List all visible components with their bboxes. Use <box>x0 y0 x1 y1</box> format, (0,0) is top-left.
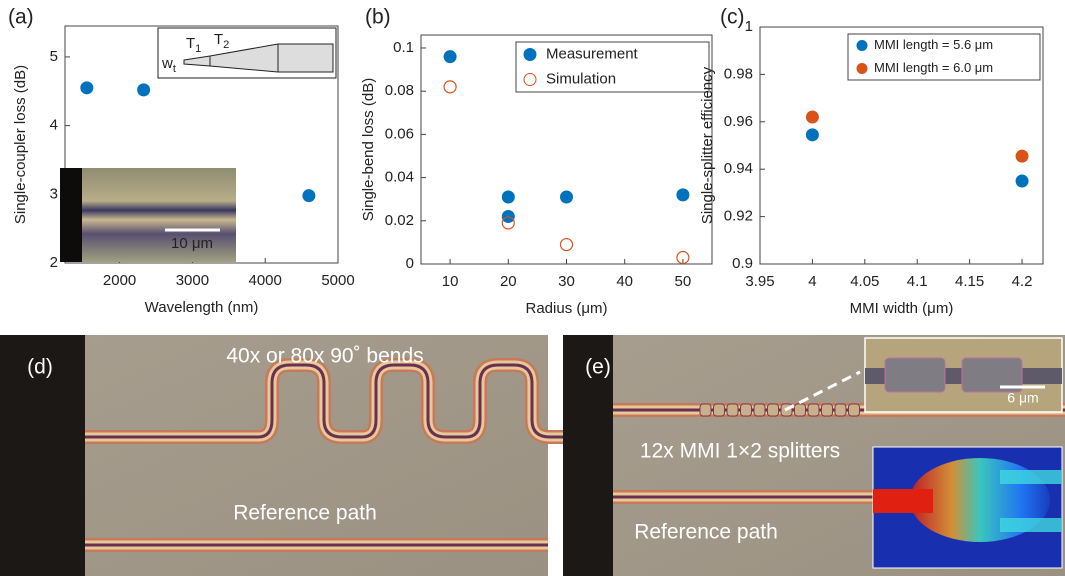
y-tick-label: 0.1 <box>393 39 414 56</box>
mmi-splitter <box>795 404 806 416</box>
x-axis-label: MMI width (μm) <box>850 300 954 317</box>
x-tick-label: 3.95 <box>745 273 774 290</box>
data-point <box>80 81 93 94</box>
legend-marker <box>857 64 867 74</box>
x-tick-label: 5000 <box>321 272 354 289</box>
data-point <box>502 191 515 204</box>
simulation-output <box>1000 518 1062 532</box>
mmi-splitter <box>835 404 846 416</box>
data-point <box>1016 175 1029 188</box>
x-tick-label: 10 <box>442 273 459 290</box>
data-point <box>806 128 819 141</box>
mmi-splitter <box>727 404 738 416</box>
y-axis-label: Single-coupler loss (dB) <box>12 65 29 224</box>
x-tick-label: 30 <box>558 273 575 290</box>
chip-edge <box>60 168 82 262</box>
x-tick-label: 4000 <box>249 272 282 289</box>
y-tick-label: 0.92 <box>724 208 753 225</box>
legend-label: MMI length = 5.6 μm <box>874 37 993 52</box>
panel-label: (c) <box>720 6 745 29</box>
panel-label: (d) <box>27 356 53 379</box>
panel-label: (a) <box>8 6 34 29</box>
data-point <box>137 83 150 96</box>
y-tick-label: 0.08 <box>385 82 414 99</box>
x-tick-label: 40 <box>616 273 633 290</box>
x-tick-label: 4.15 <box>955 273 984 290</box>
x-tick-label: 20 <box>500 273 517 290</box>
legend-label: MMI length = 6.0 μm <box>874 60 993 75</box>
y-tick-label: 0.98 <box>724 65 753 82</box>
y-tick-label: 3 <box>50 185 58 202</box>
x-axis-label: Radius (μm) <box>526 300 608 317</box>
mmi-splitter <box>849 404 860 416</box>
data-point <box>1016 150 1029 163</box>
y-tick-label: 0.94 <box>724 160 753 177</box>
micrograph-d <box>0 335 570 576</box>
y-tick-label: 0.9 <box>732 255 753 272</box>
photo-caption: 12x MMI 1×2 splitters <box>640 440 840 463</box>
data-point <box>561 239 573 251</box>
data-point <box>444 50 457 63</box>
x-axis-label: Wavelength (nm) <box>145 299 259 316</box>
y-tick-label: 0.04 <box>385 169 414 186</box>
y-tick-label: 2 <box>50 254 58 271</box>
data-point <box>676 188 689 201</box>
simulation-output <box>1000 470 1062 484</box>
scale-bar-label: 10 μm <box>171 235 213 252</box>
y-tick-label: 4 <box>50 117 58 134</box>
scale-bar-label: 6 μm <box>1007 390 1038 406</box>
legend-label: Measurement <box>546 45 639 62</box>
y-tick-label: 0.02 <box>385 212 414 229</box>
y-axis-label: Single-splitter efficiency <box>699 66 716 224</box>
y-tick-label: 0 <box>406 255 414 272</box>
data-point <box>806 111 819 124</box>
legend-label: Simulation <box>546 70 616 87</box>
x-tick-label: 2000 <box>103 272 136 289</box>
mmi-splitter <box>768 404 779 416</box>
data-point <box>560 191 573 204</box>
mmi-splitter <box>714 404 725 416</box>
x-tick-label: 4.2 <box>1012 273 1033 290</box>
x-tick-label: 4.1 <box>907 273 928 290</box>
mmi-splitter <box>741 404 752 416</box>
simulation-input <box>873 489 933 513</box>
x-tick-label: 4.05 <box>850 273 879 290</box>
y-tick-label: 5 <box>50 48 58 65</box>
data-point <box>444 81 456 93</box>
panel-label: (b) <box>365 6 391 29</box>
photo-caption: Reference path <box>634 521 778 544</box>
legend-marker <box>857 41 867 51</box>
x-tick-label: 50 <box>675 273 692 290</box>
photo-caption: 40x or 80x 90˚ bends <box>226 345 423 368</box>
x-tick-label: 3000 <box>176 272 209 289</box>
y-axis-label: Single-bend loss (dB) <box>360 78 377 221</box>
figure: (a) 2000 3000 4000 5000 2 3 4 5 Wavelength (nm) Si… <box>0 0 1065 576</box>
y-tick-label: 0.06 <box>385 125 414 142</box>
y-tick-label: 1 <box>745 18 753 35</box>
data-point <box>302 189 315 202</box>
panel-label: (e) <box>585 356 611 379</box>
photo-caption: Reference path <box>233 502 377 525</box>
mmi-splitter <box>754 404 765 416</box>
x-tick-label: 4 <box>808 273 816 290</box>
mmi-splitter <box>822 404 833 416</box>
legend-marker <box>524 49 536 61</box>
mmi-splitter <box>700 404 711 416</box>
y-tick-label: 0.96 <box>724 113 753 130</box>
inset-mmi <box>885 358 945 392</box>
mmi-splitter <box>808 404 819 416</box>
